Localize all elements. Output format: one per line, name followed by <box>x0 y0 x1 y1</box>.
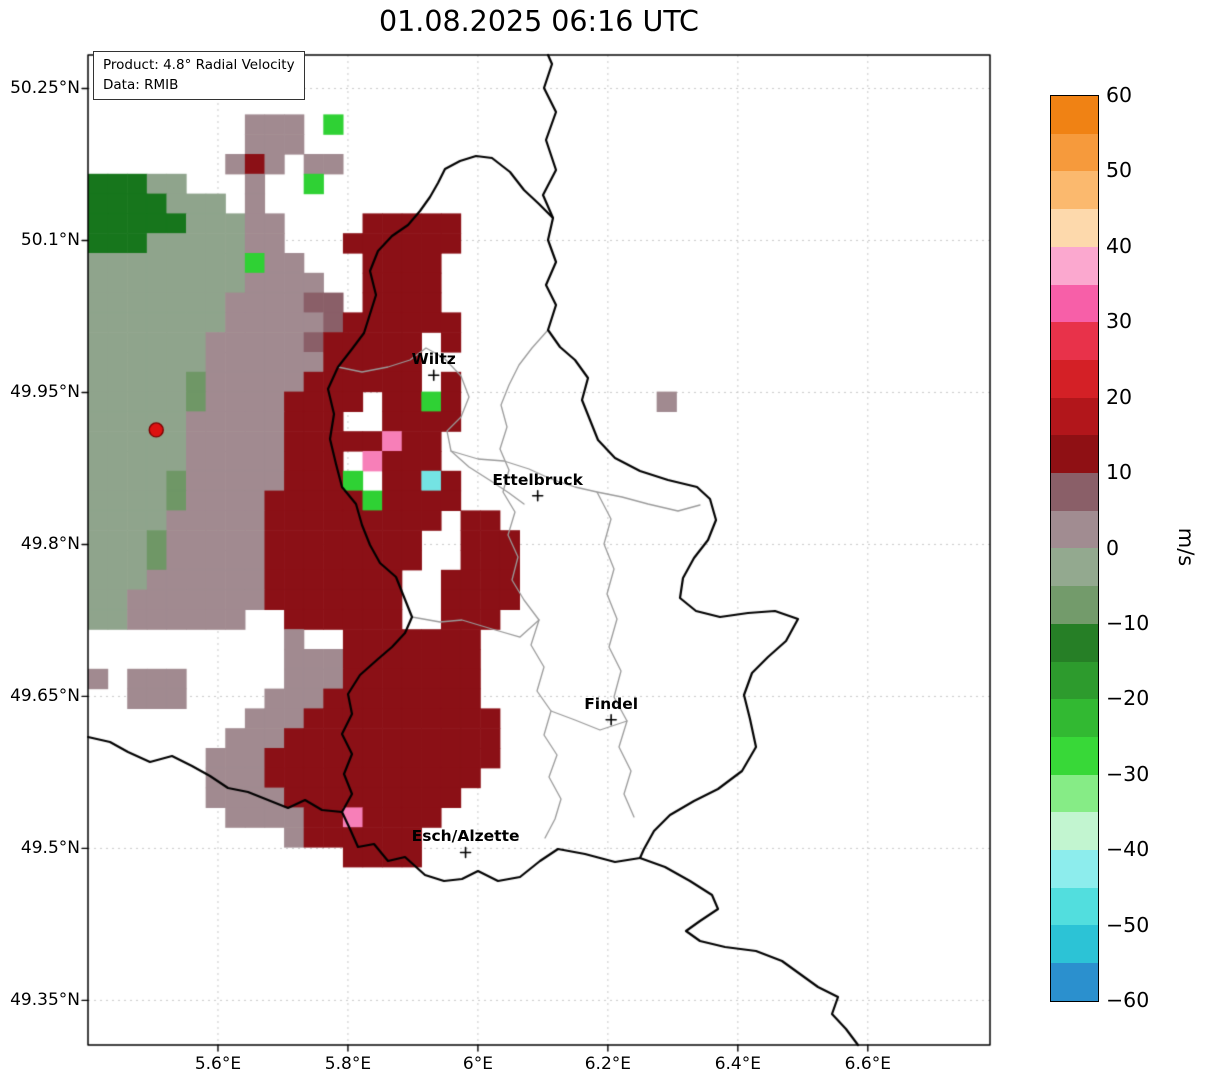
colorbar-unit-label: m/s <box>1174 527 1198 567</box>
colorbar-segment <box>1051 774 1098 813</box>
colorbar-segment <box>1051 171 1098 210</box>
y-tick-label: 50.1°N <box>20 230 80 251</box>
colorbar-segment <box>1051 887 1098 926</box>
city-label-findel: Findel <box>584 694 639 713</box>
city-label-wiltz: Wiltz <box>411 350 456 369</box>
colorbar-tick-label: 0 <box>1106 535 1120 560</box>
colorbar-segment <box>1051 736 1098 775</box>
colorbar-segment <box>1051 473 1098 511</box>
colorbar-segment <box>1051 812 1098 851</box>
colorbar-segment <box>1051 850 1098 888</box>
y-tick-label: 50.25°N <box>10 78 80 99</box>
x-tick-label: 5.8°E <box>324 1054 372 1074</box>
x-tick-label: 6.4°E <box>714 1054 761 1074</box>
y-tick-label: 49.8°N <box>20 534 80 555</box>
colorbar-segment <box>1051 925 1098 964</box>
colorbar-tick-label: −10 <box>1106 610 1150 635</box>
colorbar-segment <box>1051 322 1098 360</box>
y-tick-label: 49.5°N <box>20 838 80 859</box>
colorbar <box>1050 95 1099 1002</box>
colorbar-tick-label: 60 <box>1106 83 1133 107</box>
colorbar-tick-label: −40 <box>1106 837 1150 862</box>
colorbar-segment <box>1051 963 1098 1001</box>
y-axis-tick-labels: 50.25°N 50.1°N 49.95°N 49.8°N 49.65°N 49.5°N 4… <box>0 0 80 1081</box>
city-label-esch-alzette: Esch/Alzette <box>411 827 520 846</box>
colorbar-tick-label: −30 <box>1106 761 1150 786</box>
colorbar-tick-label: 30 <box>1106 309 1133 334</box>
colorbar-tick-labels: 60 50 40 30 20 10 0 −10 −20 −30 −40 −50 −60 <box>1106 0 1176 1081</box>
x-tick-label: 6.2°E <box>584 1054 632 1074</box>
colorbar-segment <box>1051 359 1098 398</box>
colorbar-segment <box>1051 246 1098 285</box>
data-source-line: Data: RMIB <box>103 76 179 93</box>
colorbar-segment <box>1051 586 1098 624</box>
colorbar-segment <box>1051 209 1098 247</box>
colorbar-segment <box>1051 133 1098 172</box>
x-tick-label: 6.6°E <box>844 1054 891 1074</box>
colorbar-segment <box>1051 96 1098 134</box>
y-tick-label: 49.65°N <box>10 686 80 707</box>
colorbar-tick-label: 10 <box>1106 460 1133 485</box>
product-info-line: Product: 4.8° Radial Velocity <box>103 57 295 73</box>
colorbar-tick-label: −60 <box>1106 988 1150 1012</box>
y-tick-label: 49.35°N <box>10 990 80 1011</box>
colorbar-segment <box>1051 510 1098 549</box>
colorbar-segment <box>1051 548 1098 587</box>
colorbar-segment <box>1051 435 1098 474</box>
x-tick-label: 6°E <box>462 1054 493 1074</box>
colorbar-segment <box>1051 623 1098 662</box>
colorbar-segment <box>1051 661 1098 700</box>
product-info-box: Product: 4.8° Radial Velocity Data: RMIB <box>93 51 305 101</box>
city-label-ettelbruck: Ettelbruck <box>492 470 583 489</box>
colorbar-tick-label: 40 <box>1106 233 1133 258</box>
colorbar-tick-label: −50 <box>1106 912 1150 937</box>
figure-title: 01.08.2025 06:16 UTC <box>379 5 699 38</box>
colorbar-segment <box>1051 397 1098 436</box>
x-tick-label: 5.6°E <box>194 1054 242 1074</box>
colorbar-tick-label: 50 <box>1106 158 1133 183</box>
colorbar-segment <box>1051 699 1098 737</box>
colorbar-segment <box>1051 284 1098 323</box>
colorbar-tick-label: 20 <box>1106 384 1133 409</box>
y-tick-label: 49.95°N <box>10 382 80 403</box>
x-axis-tick-labels: 5.6°E 5.8°E 6°E 6.2°E 6.4°E 6.6°E <box>0 1054 1207 1080</box>
colorbar-tick-label: −20 <box>1106 686 1150 711</box>
